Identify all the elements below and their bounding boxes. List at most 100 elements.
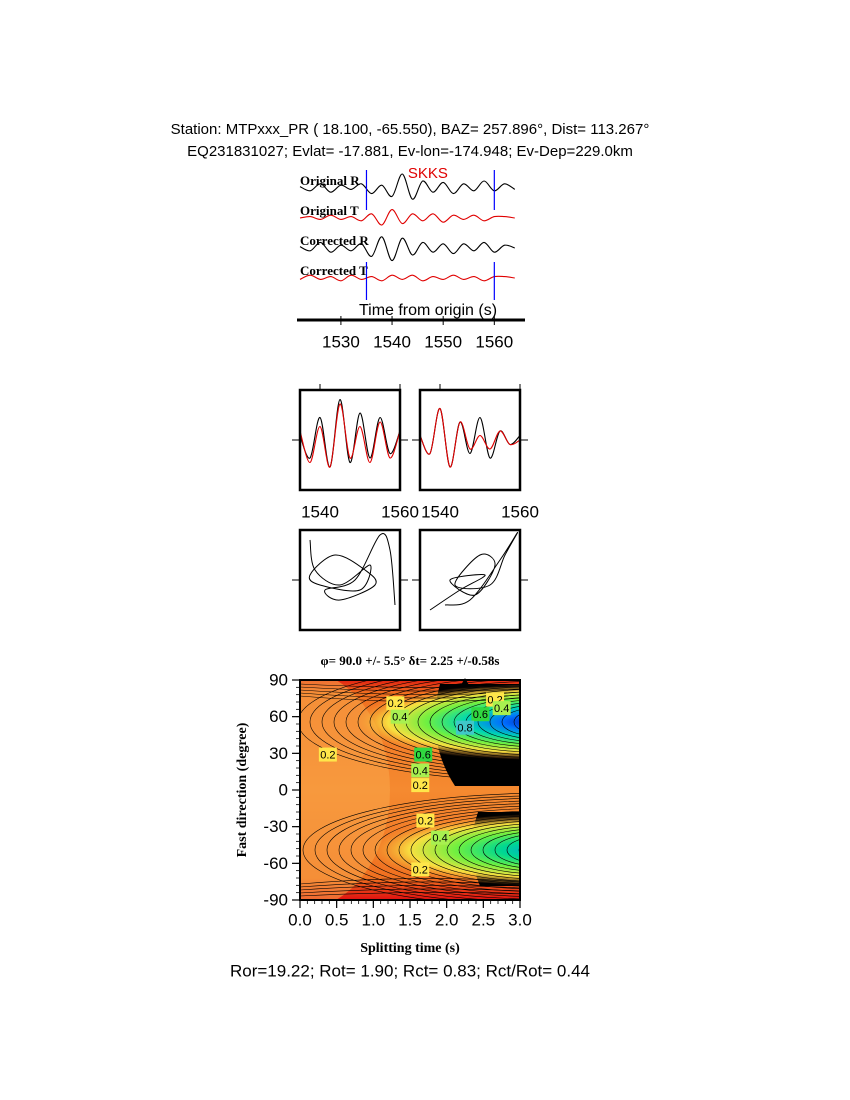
- contour-line: [314, 795, 520, 900]
- contour-line: [506, 839, 520, 861]
- trace-label: Corrected R: [300, 233, 369, 248]
- contour-line: [386, 811, 520, 889]
- contour-line: [338, 800, 520, 900]
- x-tick-label: 1560: [475, 332, 513, 351]
- contour-label-box: [471, 707, 490, 722]
- trace: [299, 173, 516, 200]
- contour-line: [494, 835, 520, 865]
- x-tick-label: 1540: [301, 502, 339, 521]
- waveform: [299, 398, 401, 468]
- contour-label-box: [386, 696, 405, 711]
- x-tick-label: 1560: [501, 502, 539, 521]
- x-tick-label: 1530: [322, 332, 360, 351]
- panel-frame: [418, 388, 522, 492]
- y-axis-label: Fast direction (degree): [235, 722, 250, 857]
- contour-label: 0.2: [320, 749, 335, 761]
- contour-label: 0.2: [388, 698, 403, 710]
- x-tick-label: 1.0: [362, 910, 386, 929]
- x-axis-label: Time from origin (s): [359, 302, 497, 319]
- best-fit: [461, 678, 469, 685]
- contour-line: [357, 680, 520, 769]
- contour-line: [482, 832, 520, 868]
- x-tick-label: 1560: [381, 502, 419, 521]
- subtitle: EQ231831027; Evlat= -17.881, Ev-lon=-174…: [187, 143, 633, 160]
- contour-line: [518, 846, 520, 854]
- contour-line: [300, 888, 520, 894]
- contour-label-box: [456, 720, 474, 735]
- trace-label: Corrected T: [300, 263, 368, 278]
- contour-line: [300, 686, 520, 692]
- contour-line: [300, 878, 520, 885]
- contour-label-box: [414, 747, 433, 762]
- contour-line: [501, 709, 520, 735]
- x-tick-label: 2.5: [472, 910, 496, 929]
- contour-line: [381, 681, 520, 763]
- contour-line: [300, 881, 520, 888]
- trace-label: Original R: [300, 173, 360, 188]
- title: Station: MTPxxx_PR ( 18.100, -65.550), B…: [171, 121, 650, 138]
- x-tick-label: 0.5: [325, 910, 349, 929]
- contour-label: 0.4: [413, 765, 428, 777]
- contour-line: [300, 892, 520, 897]
- contour-line: [417, 689, 520, 755]
- contour-line: [326, 798, 520, 900]
- particle-motion: [308, 533, 396, 606]
- contour-line: [526, 713, 554, 731]
- contour-line: [369, 680, 520, 766]
- footer: Ror=19.22; Rot= 1.90; Rct= 0.83; Rct/Rot…: [230, 961, 590, 980]
- y-tick-label: 30: [269, 744, 288, 763]
- contour-label: 0.6: [473, 709, 488, 721]
- x-tick-label: 0.0: [288, 910, 312, 929]
- trace-label: Original T: [300, 203, 359, 218]
- waveform: [299, 403, 401, 468]
- waveform: [419, 407, 521, 468]
- contour-label: 0.4: [432, 833, 447, 845]
- contour-line: [333, 680, 520, 774]
- plot-title: φ= 90.0 +/- 5.5° δt= 2.25 +/-0.58s: [321, 653, 500, 668]
- trace: [299, 274, 515, 282]
- contour-label: 0.4: [494, 703, 509, 715]
- contour-label-box: [492, 701, 511, 716]
- contour-line: [453, 697, 520, 747]
- panel-frame: [418, 528, 522, 632]
- contour-label: 0.2: [413, 864, 428, 876]
- contour-line: [410, 816, 520, 884]
- contour-line: [374, 808, 520, 892]
- contour-line: [398, 813, 520, 887]
- y-tick-label: -90: [263, 890, 288, 909]
- contour-line: [434, 821, 520, 879]
- contour-line: [362, 805, 520, 895]
- contour-line: [300, 683, 520, 688]
- x-tick-label: 1550: [424, 332, 462, 351]
- contour-label-box: [411, 862, 430, 877]
- trace: [299, 236, 515, 262]
- contour-label-box: [390, 709, 409, 724]
- contour-line: [446, 824, 520, 876]
- contour-label: 0.6: [416, 749, 431, 761]
- contour-label-box: [318, 747, 337, 762]
- x-tick-label: 2.0: [435, 910, 459, 929]
- contour-label: 0.2: [413, 780, 428, 792]
- y-tick-label: 90: [269, 670, 288, 689]
- contour-line: [489, 706, 520, 738]
- contour-label-box: [411, 778, 430, 793]
- x-tick-label: 1540: [421, 502, 459, 521]
- contour-line: [350, 803, 520, 897]
- x-tick-label: 1.5: [398, 910, 422, 929]
- y-tick-label: -30: [263, 817, 288, 836]
- trace: [299, 209, 515, 226]
- y-tick-label: 60: [269, 707, 288, 726]
- y-tick-label: -60: [263, 854, 288, 873]
- contour-label: 0.2: [418, 815, 433, 827]
- particle-motion: [429, 531, 519, 611]
- contour-label: 0.4: [392, 712, 407, 724]
- contour-line: [470, 829, 520, 871]
- contour-label-box: [411, 763, 430, 778]
- contour-label-box: [416, 813, 435, 828]
- y-tick-label: 0: [279, 780, 288, 799]
- contour-line: [300, 885, 520, 891]
- contour-label-box: [431, 830, 450, 845]
- contour-label: 0.8: [457, 723, 472, 735]
- x-tick-label: 3.0: [508, 910, 532, 929]
